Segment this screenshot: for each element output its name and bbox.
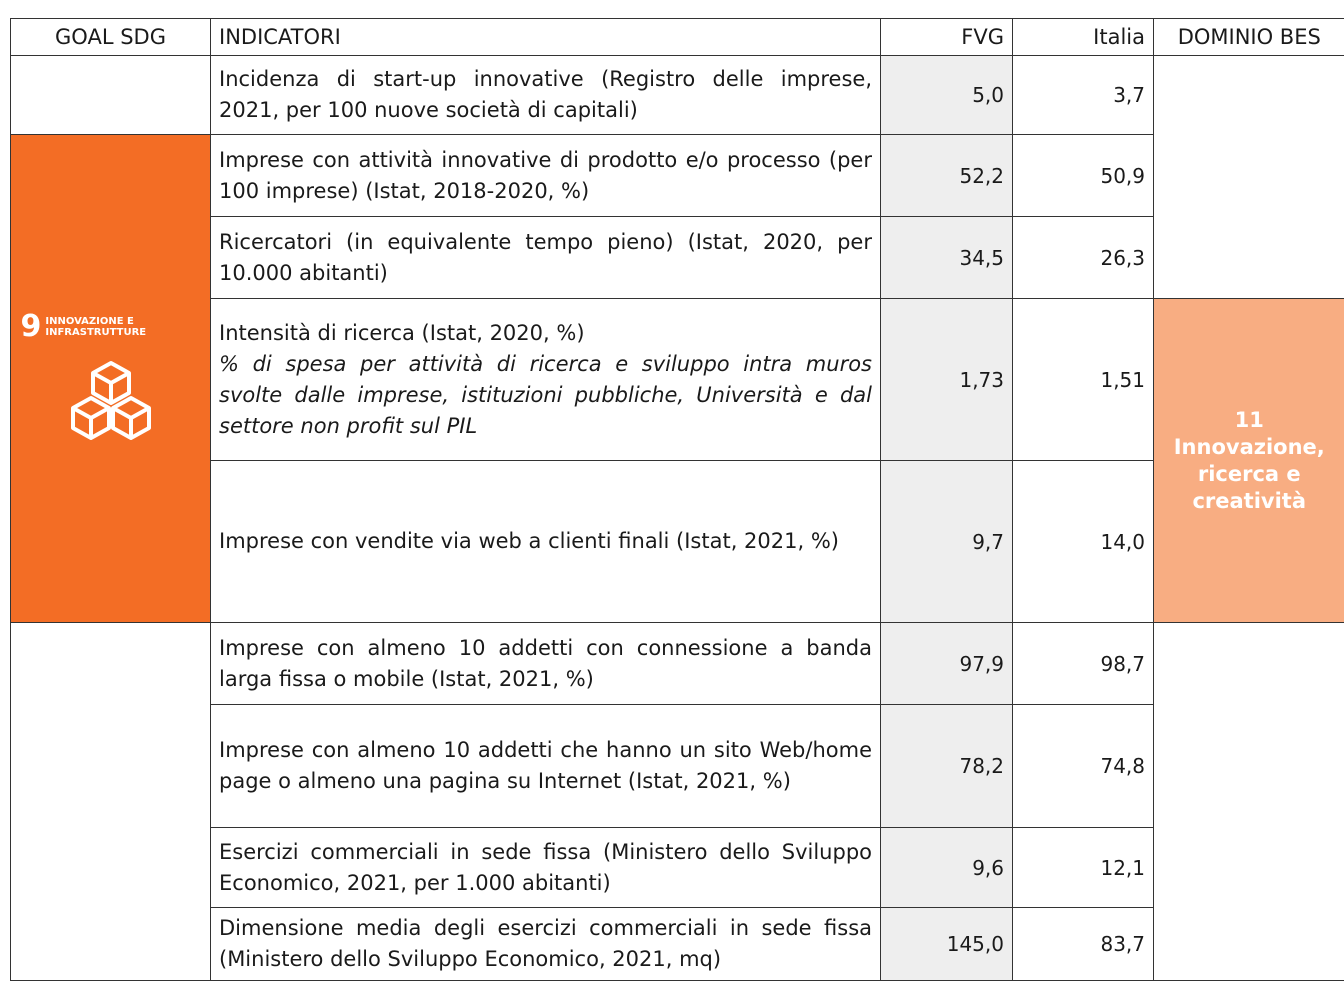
domain-cell — [1154, 56, 1344, 299]
indicator-cell: Imprese con vendite via web a clienti fi… — [211, 461, 881, 623]
domain-cell — [1154, 623, 1344, 981]
row: Ricercatori (in equivalente tempo pieno)… — [11, 217, 1344, 299]
header-cell: FVG — [881, 19, 1013, 56]
row: Esercizi commerciali in sede fissa (Mini… — [11, 828, 1344, 908]
indicator-cell: Intensità di ricerca (Istat, 2020, %) % d… — [211, 299, 881, 461]
fvg-value: 34,5 — [881, 217, 1013, 299]
italia-value: 74,8 — [1013, 705, 1154, 828]
indicator-text: Incidenza di start-up innovative (Regist… — [219, 67, 872, 122]
fvg-value: 145,0 — [881, 908, 1013, 981]
indicator-cell: Ricercatori (in equivalente tempo pieno)… — [211, 217, 881, 299]
cubes-icon — [61, 358, 161, 448]
header-cell: INDICATORI — [211, 19, 881, 56]
indicator-text: Imprese con almeno 10 addetti che hanno … — [219, 738, 872, 793]
header-row: GOAL SDG INDICATORI FVG Italia DOMINIO B… — [11, 19, 1344, 56]
indicator-cell: Imprese con attività innovative di prodo… — [211, 135, 881, 217]
fvg-value: 97,9 — [881, 623, 1013, 705]
row: Imprese con almeno 10 addetti che hanno … — [11, 705, 1344, 828]
row: Dimensione media degli esercizi commerci… — [11, 908, 1344, 981]
italia-value: 3,7 — [1013, 56, 1154, 135]
indicator-cell: Esercizi commerciali in sede fissa (Mini… — [211, 828, 881, 908]
domain-label-line: Innovazione, — [1162, 434, 1337, 461]
italia-value: 98,7 — [1013, 623, 1154, 705]
domain-label-line: creatività — [1162, 488, 1337, 515]
goal-label-line: INFRASTRUTTURE — [45, 327, 146, 338]
indicator-text: Intensità di ricerca (Istat, 2020, %) — [219, 321, 585, 345]
header-cell: GOAL SDG — [11, 19, 211, 56]
indicator-cell: Imprese con almeno 10 addetti con connes… — [211, 623, 881, 705]
italia-value: 50,9 — [1013, 135, 1154, 217]
row: Imprese con vendite via web a clienti fi… — [11, 461, 1344, 623]
domain-label-line: ricerca e — [1162, 461, 1337, 488]
goal-cell — [11, 56, 211, 135]
row: Intensità di ricerca (Istat, 2020, %) % d… — [11, 299, 1344, 461]
indicator-text: Imprese con almeno 10 addetti con connes… — [219, 636, 872, 691]
goal-cell — [11, 623, 211, 981]
row: Incidenza di start-up innovative (Regist… — [11, 56, 1344, 135]
row: Imprese con almeno 10 addetti con connes… — [11, 623, 1344, 705]
fvg-value: 9,7 — [881, 461, 1013, 623]
domain-number: 11 — [1162, 407, 1337, 434]
header-cell: Italia — [1013, 19, 1154, 56]
goal-number: 9 — [21, 309, 42, 344]
indicator-cell: Incidenza di start-up innovative (Regist… — [211, 56, 881, 135]
italia-value: 26,3 — [1013, 217, 1154, 299]
indicator-text: Ricercatori (in equivalente tempo pieno)… — [219, 230, 872, 285]
fvg-value: 52,2 — [881, 135, 1013, 217]
italia-value: 83,7 — [1013, 908, 1154, 981]
table-body: Incidenza di start-up innovative (Regist… — [11, 56, 1344, 981]
indicator-cell: Dimensione media degli esercizi commerci… — [211, 908, 881, 981]
indicator-note: % di spesa per attività di ricerca e svi… — [219, 349, 872, 442]
italia-value: 1,51 — [1013, 299, 1154, 461]
indicator-cell: Imprese con almeno 10 addetti che hanno … — [211, 705, 881, 828]
fvg-value: 5,0 — [881, 56, 1013, 135]
header-cell: DOMINIO BES — [1154, 19, 1344, 56]
table-wrap: GOAL SDG INDICATORI FVG Italia DOMINIO B… — [10, 18, 1344, 981]
indicator-text: Imprese con vendite via web a clienti fi… — [219, 529, 839, 553]
indicator-text: Dimensione media degli esercizi commerci… — [219, 916, 872, 971]
fvg-value: 1,73 — [881, 299, 1013, 461]
indicator-text: Imprese con attività innovative di prodo… — [219, 148, 872, 203]
fvg-value: 78,2 — [881, 705, 1013, 828]
italia-value: 12,1 — [1013, 828, 1154, 908]
italia-value: 14,0 — [1013, 461, 1154, 623]
fvg-value: 9,6 — [881, 828, 1013, 908]
indicator-text: Esercizi commerciali in sede fissa (Mini… — [219, 840, 872, 895]
indicator-table: GOAL SDG INDICATORI FVG Italia DOMINIO B… — [10, 18, 1344, 981]
goal-label-line: INNOVAZIONE E — [45, 316, 133, 327]
